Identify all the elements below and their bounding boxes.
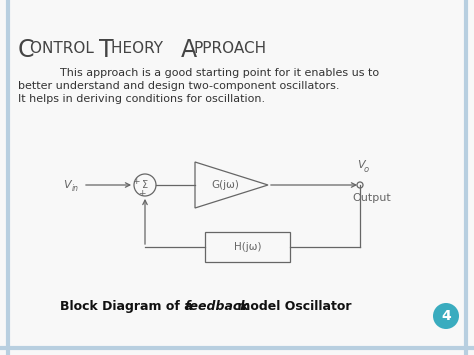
Text: ONTROL: ONTROL bbox=[30, 41, 104, 56]
Text: 4: 4 bbox=[441, 309, 451, 323]
Bar bbox=[205, 232, 290, 262]
Text: A: A bbox=[181, 38, 197, 62]
Text: This approach is a good starting point for it enables us to: This approach is a good starting point f… bbox=[18, 68, 379, 78]
Text: feedback: feedback bbox=[184, 300, 249, 313]
Text: C: C bbox=[18, 38, 35, 62]
Text: T: T bbox=[99, 38, 114, 62]
Text: in: in bbox=[72, 184, 79, 193]
Text: +: + bbox=[138, 190, 146, 198]
Text: Output: Output bbox=[352, 193, 391, 203]
Text: V: V bbox=[357, 160, 365, 170]
Text: HEORY: HEORY bbox=[111, 41, 173, 56]
Text: G(jω): G(jω) bbox=[212, 180, 239, 190]
Text: Block Diagram of a: Block Diagram of a bbox=[60, 300, 197, 313]
Text: Σ: Σ bbox=[142, 180, 148, 190]
Text: PPROACH: PPROACH bbox=[194, 41, 267, 56]
Text: H(jω): H(jω) bbox=[234, 242, 261, 252]
Circle shape bbox=[433, 303, 459, 329]
Text: o: o bbox=[364, 165, 369, 174]
Text: better understand and design two-component oscillators.: better understand and design two-compone… bbox=[18, 81, 339, 91]
Text: V: V bbox=[63, 180, 71, 190]
Text: model Oscillator: model Oscillator bbox=[233, 300, 352, 313]
Text: It helps in deriving conditions for oscillation.: It helps in deriving conditions for osci… bbox=[18, 94, 265, 104]
Text: +: + bbox=[132, 178, 140, 186]
